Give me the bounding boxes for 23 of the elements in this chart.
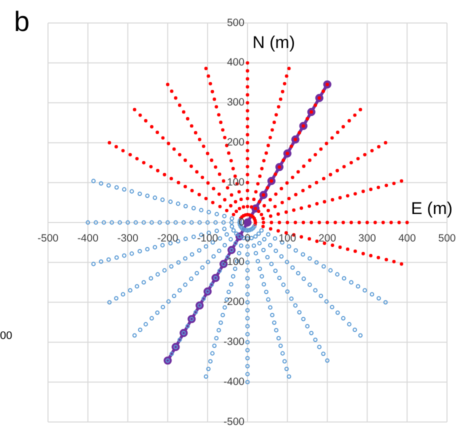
y-tick-label: 300 [226, 96, 245, 109]
x-tick-label: 200 [318, 232, 336, 244]
x-tick-label: -400 [77, 232, 99, 244]
y-tick-label: 200 [226, 136, 245, 148]
y-tick-label: -200 [223, 296, 245, 308]
x-tick-label: -300 [117, 232, 138, 244]
x-tick-label: -200 [157, 232, 178, 244]
x-tick-label: 500 [438, 232, 456, 244]
y-tick-label: -500 [223, 416, 245, 428]
x-tick-label: 400 [398, 232, 416, 244]
y-tick-label: 100 [226, 176, 245, 188]
y-axis-title: N (m) [252, 33, 295, 53]
x-tick-label: 300 [358, 232, 376, 244]
y-tick-label: 500 [226, 16, 245, 29]
x-tick-label: -100 [197, 232, 218, 244]
text: b [14, 6, 30, 38]
y-tick-label: 400 [226, 56, 245, 69]
x-tick-label: -500 [37, 232, 59, 244]
text: 00 [0, 330, 12, 342]
y-tick-label: -400 [223, 376, 245, 388]
x-tick-label: 100 [278, 232, 296, 244]
x-axis-title: E (m) [411, 199, 453, 219]
y-tick-label: -300 [223, 336, 245, 348]
